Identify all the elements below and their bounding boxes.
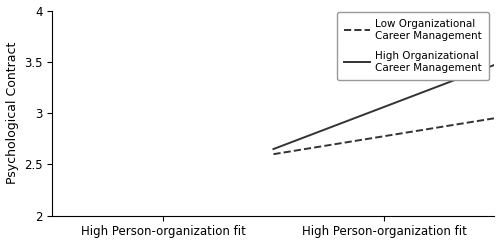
Y-axis label: Psychological Contract: Psychological Contract — [6, 42, 18, 184]
Legend: Low Organizational
Career Management, High Organizational
Career Management: Low Organizational Career Management, Hi… — [336, 12, 489, 80]
